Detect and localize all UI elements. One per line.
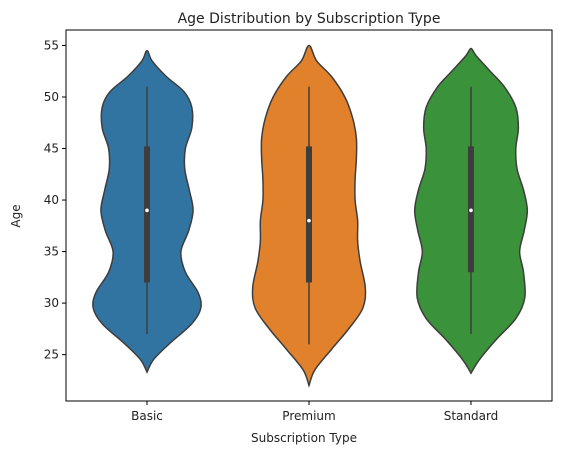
y-tick-label: 35 [44,245,59,259]
y-tick-label: 25 [44,348,59,362]
y-axis: 25 30 35 40 45 50 55 [44,38,66,362]
y-axis-title: Age [9,204,23,227]
x-tick-label: Premium [282,409,335,423]
y-tick-label: 45 [44,142,59,156]
violin-basic [92,49,202,374]
violin-premium [251,44,367,388]
y-tick-label: 50 [44,90,59,104]
violin-standard [413,47,529,375]
y-tick-label: 55 [44,38,59,52]
x-axis-title: Subscription Type [251,431,357,445]
median-point [307,218,311,223]
x-tick-label: Basic [131,409,163,423]
x-axis: Basic Premium Standard [131,401,498,423]
x-tick-label: Standard [444,409,499,423]
plot-area [92,44,529,388]
median-point [145,208,149,213]
y-tick-label: 40 [44,193,59,207]
iqr-box [306,146,312,283]
median-point [469,208,473,213]
iqr-box [144,146,150,283]
y-tick-label: 30 [44,296,59,310]
chart-title: Age Distribution by Subscription Type [178,11,441,27]
